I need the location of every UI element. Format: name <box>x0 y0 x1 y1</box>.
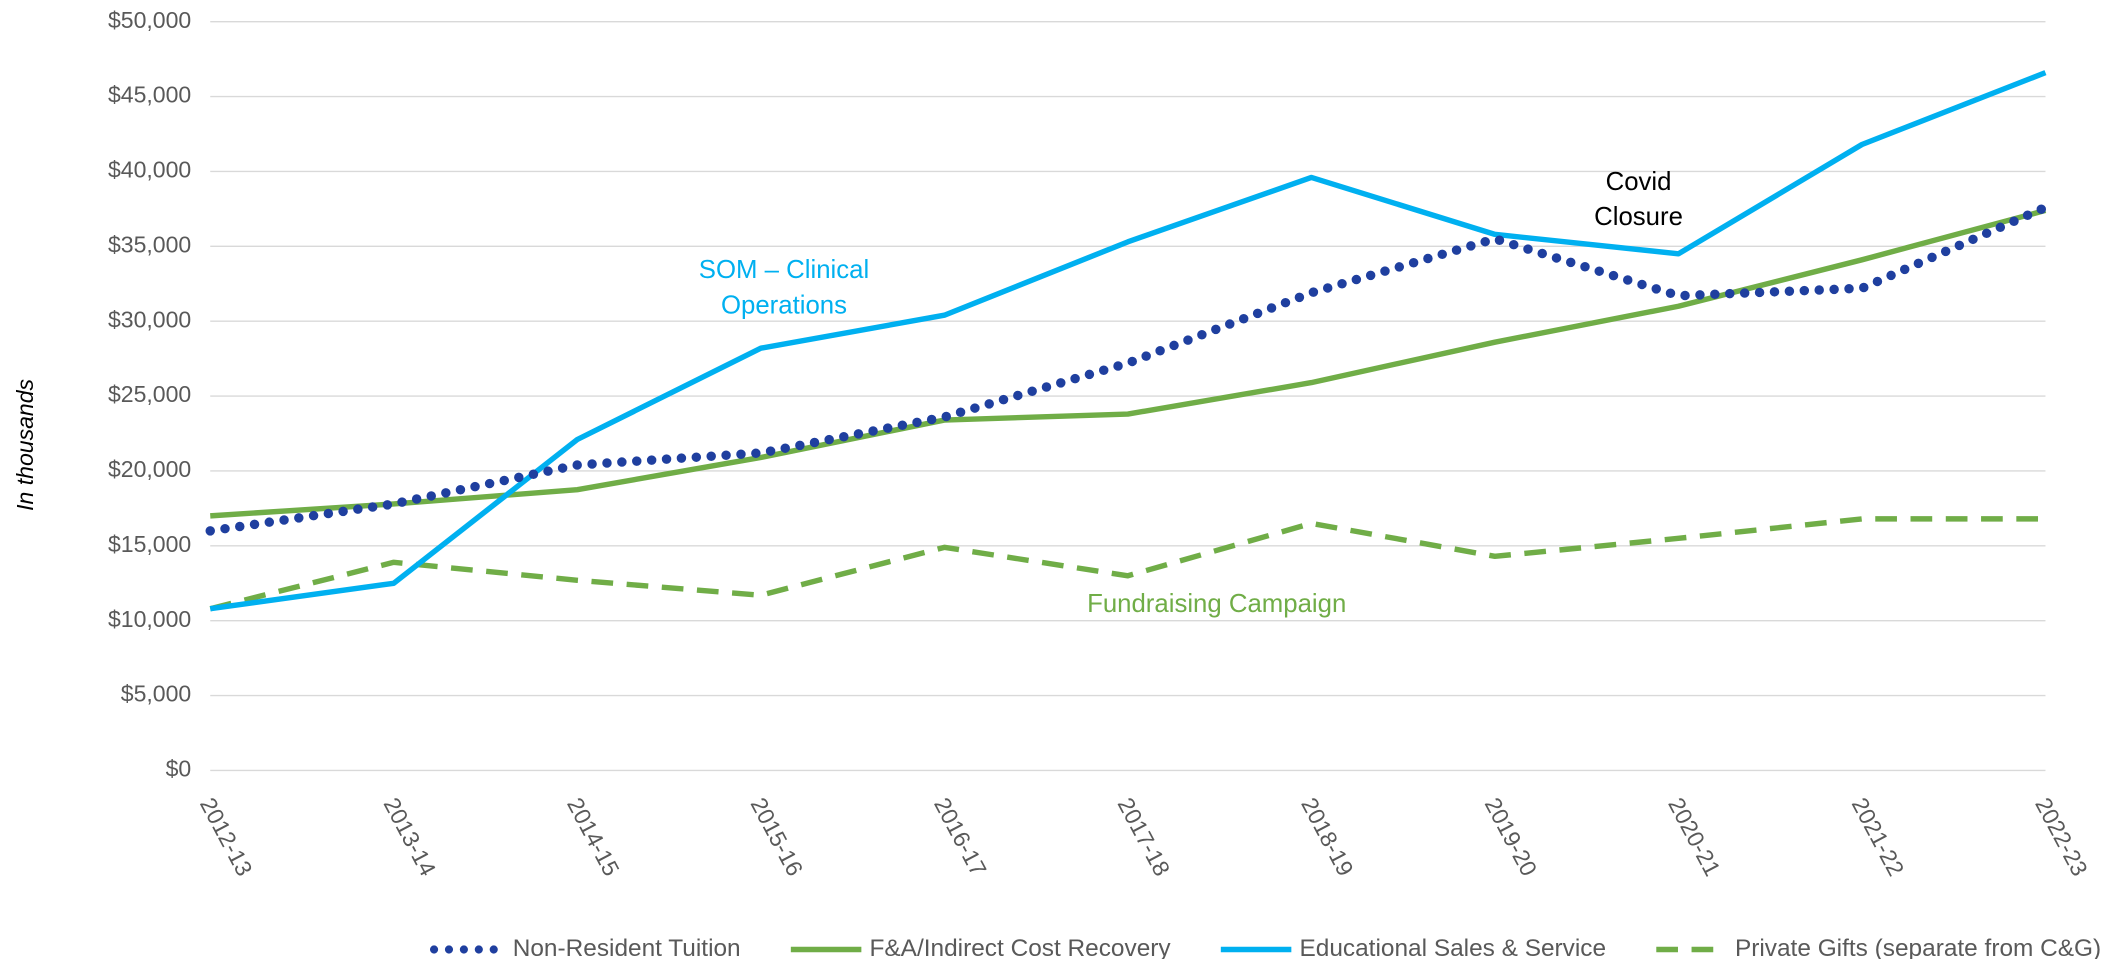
y-tick-label: $0 <box>166 756 192 782</box>
x-tick-label: 2017-18 <box>1113 793 1176 880</box>
y-tick-label: $40,000 <box>108 157 191 183</box>
line-series <box>209 70 2047 612</box>
annotation: Fundraising Campaign <box>1087 590 1346 618</box>
y-tick-label: $50,000 <box>108 7 191 33</box>
y-tick-label: $20,000 <box>108 456 191 482</box>
y-tick-label: $35,000 <box>108 231 191 257</box>
x-tick-label: 2022-23 <box>2030 793 2093 880</box>
x-tick-label: 2015-16 <box>746 793 809 880</box>
y-tick-label: $30,000 <box>108 306 191 332</box>
line-series <box>209 516 2046 612</box>
legend-label: Private Gifts (separate from C&G) <box>1735 935 2101 959</box>
x-tick-label: 2019-20 <box>1480 793 1543 880</box>
x-tick-label: 2012-13 <box>195 793 258 880</box>
annotation: Operations <box>721 291 847 319</box>
y-tick-label: $5,000 <box>121 681 192 707</box>
line-series <box>210 207 2047 519</box>
annotation: Covid <box>1606 168 1672 196</box>
legend-label: Non-Resident Tuition <box>513 935 741 959</box>
legend-label: Educational Sales & Service <box>1299 935 1606 959</box>
y-axis-label: In thousands <box>12 378 38 510</box>
y-tick-label: $45,000 <box>108 82 191 108</box>
x-tick-label: 2021-22 <box>1847 793 1910 880</box>
annotation: Closure <box>1594 203 1683 231</box>
x-tick-label: 2018-19 <box>1296 793 1359 880</box>
y-tick-label: $25,000 <box>108 381 191 407</box>
x-tick-label: 2020-21 <box>1663 793 1726 880</box>
line-series <box>205 202 2051 536</box>
x-tick-label: 2016-17 <box>929 793 992 880</box>
y-tick-label: $10,000 <box>108 606 191 632</box>
legend-label: F&A/Indirect Cost Recovery <box>870 935 1172 959</box>
annotation: SOM – Clinical <box>699 256 869 284</box>
x-tick-label: 2013-14 <box>379 793 442 880</box>
y-tick-label: $15,000 <box>108 531 191 557</box>
x-tick-label: 2014-15 <box>562 793 625 880</box>
